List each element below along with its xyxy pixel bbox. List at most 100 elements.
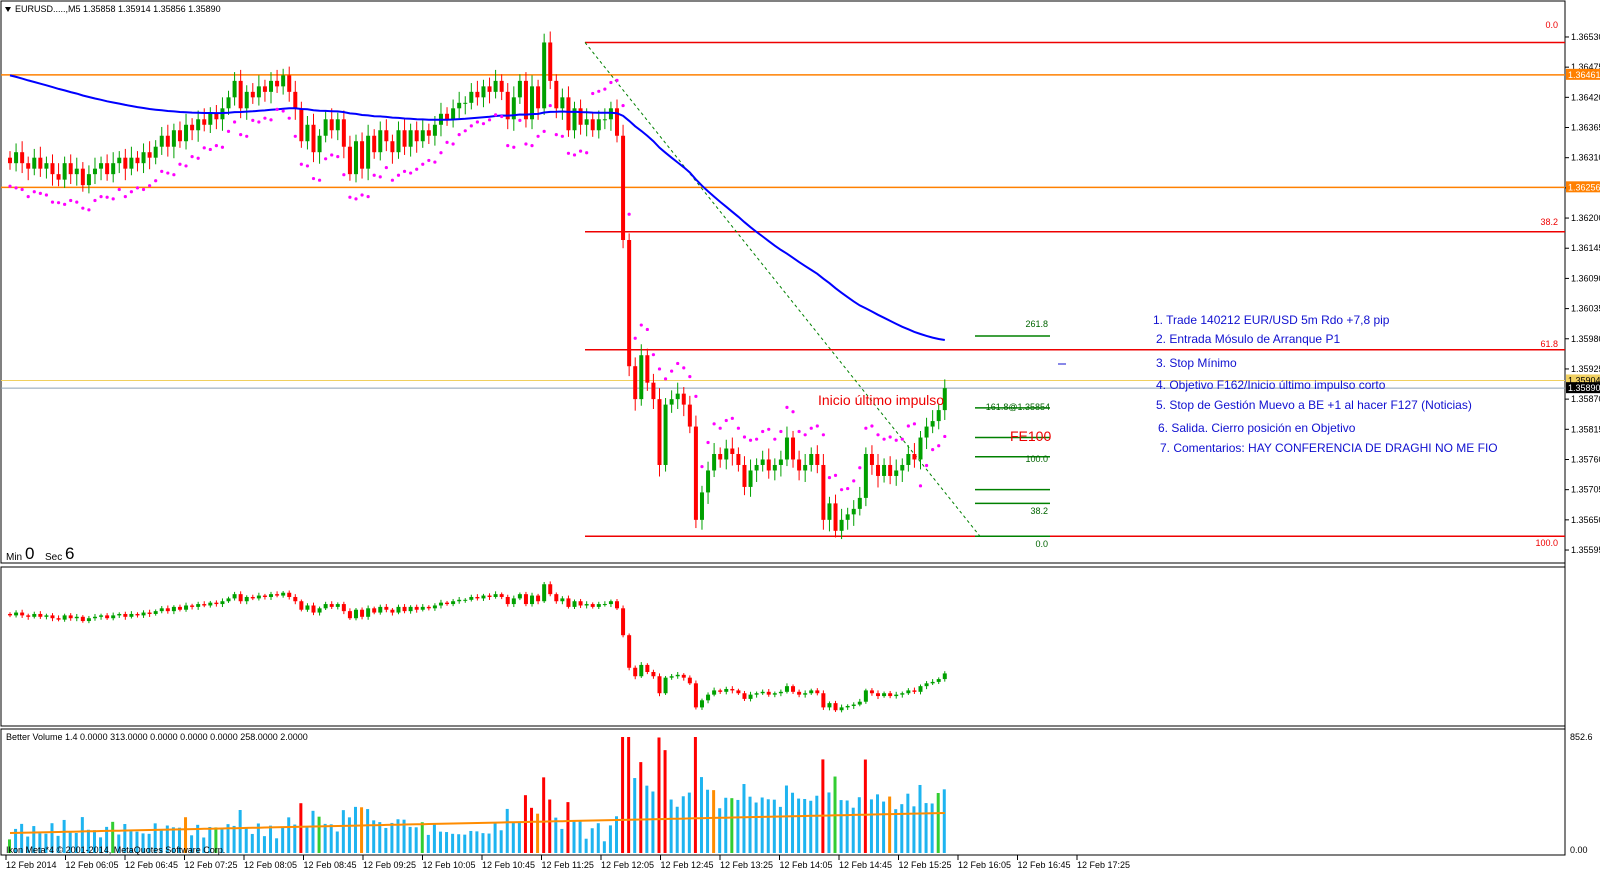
- sub-candle: [129, 613, 134, 617]
- candle-bear: [736, 454, 741, 465]
- time-axis-label: 12 Feb 10:05: [423, 860, 476, 870]
- candle-bull: [117, 157, 122, 164]
- sub-candle: [196, 604, 201, 607]
- candle-bull: [469, 91, 474, 103]
- candle-bear: [615, 108, 619, 136]
- sub-candle: [851, 704, 856, 706]
- sub-candle: [177, 606, 182, 610]
- volume-bar: [262, 836, 266, 853]
- time-axis-label: 12 Feb 09:25: [363, 860, 416, 870]
- sar-dot: [536, 134, 540, 138]
- price-tag-resistance: 1.36461: [1568, 70, 1600, 80]
- sar-dot: [633, 336, 637, 340]
- volume-bar: [511, 821, 515, 853]
- sub-candle: [347, 611, 352, 619]
- volume-bar: [839, 800, 843, 853]
- sar-dot: [876, 433, 880, 437]
- candle-bear: [657, 399, 662, 465]
- candle-bear: [50, 163, 55, 175]
- sar-dot: [154, 179, 158, 183]
- price-axis-label: 1.35595: [1571, 545, 1600, 555]
- sar-dot: [275, 107, 279, 112]
- candle-bull: [92, 168, 97, 175]
- sar-dot: [943, 434, 947, 439]
- candle-bull: [378, 130, 383, 153]
- sub-candle: [353, 609, 358, 619]
- candle-bear: [414, 130, 419, 142]
- sar-dot: [718, 426, 722, 430]
- sub-candle: [311, 605, 316, 613]
- sar-dot: [572, 153, 577, 157]
- volume-bar: [930, 803, 934, 853]
- volume-bar: [111, 821, 115, 853]
- sar-dot: [38, 191, 42, 195]
- price-axis-label: 1.36530: [1571, 32, 1600, 42]
- candle-bear: [651, 382, 656, 400]
- volume-bar: [754, 802, 758, 853]
- sub-candle: [445, 602, 450, 605]
- sar-dot: [870, 424, 874, 428]
- volume-bar: [530, 807, 534, 853]
- candle-bull: [882, 464, 887, 476]
- sub-candle: [299, 601, 304, 610]
- volume-bar: [86, 829, 90, 853]
- candle-bear: [26, 163, 31, 169]
- sar-dot: [839, 488, 844, 492]
- sar-dot: [639, 323, 643, 327]
- sub-candle: [26, 615, 31, 617]
- candle-bull: [323, 119, 328, 136]
- candle-bull: [153, 146, 158, 158]
- sar-dot: [32, 190, 36, 194]
- price-tag-ask-bg: [1566, 374, 1600, 386]
- volume-bar: [560, 828, 564, 853]
- sar-dot: [433, 160, 437, 164]
- volume-bar: [159, 830, 163, 853]
- candle-bear: [627, 240, 632, 367]
- sub-candle: [766, 691, 771, 695]
- time-axis-label: 12 Feb 07:25: [185, 860, 238, 870]
- volume-bar: [572, 820, 576, 853]
- moving-average-line: [9, 74, 945, 341]
- sar-dot: [87, 208, 91, 212]
- candle-bear: [730, 448, 735, 454]
- volume-bar: [699, 777, 703, 853]
- volume-bar: [851, 807, 855, 853]
- candle-bull: [159, 135, 164, 147]
- candle-bull: [839, 519, 844, 531]
- sar-dot: [682, 366, 686, 370]
- volume-bar: [317, 816, 321, 853]
- candle-bull: [335, 119, 340, 131]
- time-axis-label: 12 Feb 06:05: [66, 860, 119, 870]
- volume-bar: [80, 817, 84, 853]
- sub-candle: [287, 592, 292, 597]
- sub-candle: [596, 604, 601, 607]
- candle-bear: [766, 459, 771, 471]
- sar-dot: [657, 367, 662, 371]
- price-axis-label: 1.35815: [1571, 424, 1600, 434]
- time-axis-label: 12 Feb 2014: [6, 860, 57, 870]
- candle-bull: [712, 454, 717, 471]
- volume-layer: [8, 737, 946, 853]
- sar-dot: [724, 418, 728, 423]
- candle-bear: [165, 135, 170, 147]
- sub-candle: [784, 686, 789, 692]
- volume-bar: [536, 813, 540, 853]
- dropdown-arrow-icon[interactable]: [5, 7, 11, 12]
- candle-bear: [80, 168, 85, 186]
- sub-candle: [92, 616, 97, 619]
- sar-dot: [390, 178, 395, 182]
- sub-candle: [772, 693, 777, 695]
- sar-dot: [135, 186, 140, 190]
- price-axis-label: 1.36475: [1571, 62, 1600, 72]
- candle-bear: [815, 454, 820, 465]
- candle-bull: [366, 135, 371, 169]
- volume-bar: [687, 792, 691, 853]
- volume-bar: [92, 830, 96, 853]
- note-3: 3. Stop Mínimo: [1156, 356, 1237, 370]
- sar-dot: [706, 440, 710, 445]
- sar-dot: [354, 197, 358, 201]
- candle-bear: [718, 454, 723, 460]
- sar-dot: [585, 151, 589, 155]
- volume-bar: [876, 794, 880, 853]
